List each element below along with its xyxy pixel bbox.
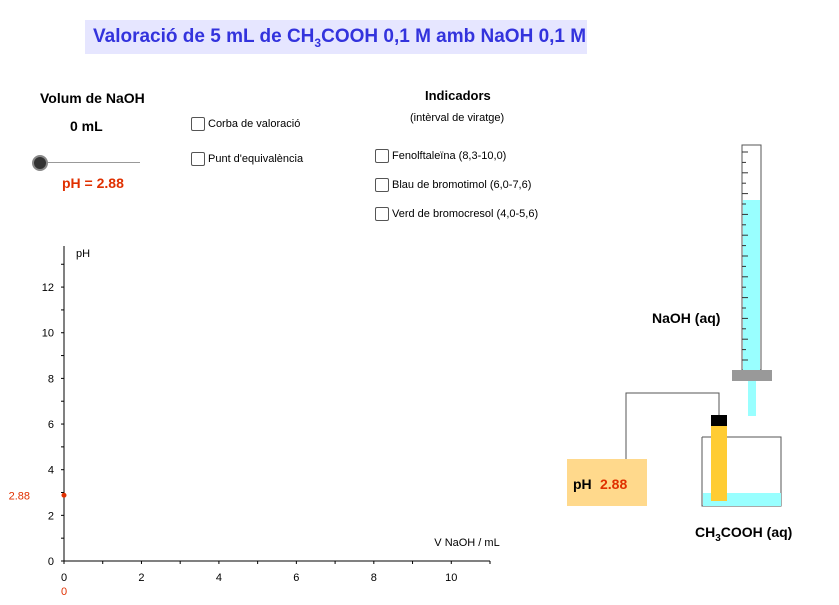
ph-probe-wire — [625, 392, 720, 460]
ph-meter-value: 2.88 — [600, 476, 628, 492]
checkbox-box[interactable] — [375, 149, 389, 163]
y-axis-label: pH — [76, 248, 90, 260]
current-ph-marker: 2.88 — [9, 490, 30, 502]
indicator-bromocresol-green[interactable]: Verd de bromocresol (4,0-5,6) — [375, 207, 538, 221]
volume-slider-handle[interactable] — [32, 155, 48, 171]
checkbox-box[interactable] — [375, 178, 389, 192]
volume-label: Volum de NaOH — [40, 90, 145, 106]
indicator-phenolphthalein[interactable]: Fenolftaleïna (8,3-10,0) — [375, 149, 506, 163]
page-title: Valoració de 5 mL de CH3COOH 0,1 M amb N… — [93, 26, 587, 50]
indicator-bromothymol-blue[interactable]: Blau de bromotimol (6,0-7,6) — [375, 178, 531, 192]
titration-apparatus — [625, 144, 782, 507]
curve-checkbox-label: Corba de valoració — [208, 118, 301, 130]
curve-checkbox[interactable]: Corba de valoració — [191, 117, 300, 131]
y-tick-label: 8 — [48, 373, 54, 385]
y-tick-label: 4 — [48, 465, 54, 477]
ph-meter-label: pH — [573, 476, 592, 492]
indicator-label: Blau de bromotimol (6,0-7,6) — [392, 179, 532, 191]
volume-value: 0 mL — [70, 118, 103, 134]
checkbox-box[interactable] — [191, 117, 205, 131]
burette — [732, 144, 772, 416]
titration-chart: 0 2 4 6 8 10 0 2 4 6 8 10 12 pH V NaOH / mL 2.88 0 — [9, 246, 500, 598]
burette-label: NaOH (aq) — [652, 310, 721, 326]
x-tick-label: 10 — [445, 572, 457, 584]
checkbox-box[interactable] — [375, 207, 389, 221]
x-tick-label: 4 — [216, 572, 222, 584]
y-tick-label: 10 — [42, 328, 54, 340]
x-tick-label: 0 — [61, 572, 67, 584]
ph-probe — [711, 415, 727, 501]
ph-readout: pH = 2.88 — [62, 175, 124, 191]
x-tick-label: 2 — [138, 572, 144, 584]
indicators-title: Indicadors — [425, 88, 491, 103]
x-axis-label: V NaOH / mL — [434, 537, 499, 549]
y-tick-label: 2 — [48, 510, 54, 522]
indicator-label: Verd de bromocresol (4,0-5,6) — [392, 208, 539, 220]
indicators-subtitle: (intèrval de viratge) — [410, 112, 505, 124]
title-background — [85, 20, 587, 54]
indicator-label: Fenolftaleïna (8,3-10,0) — [392, 150, 507, 162]
beaker-label: CH3COOH (aq) — [695, 524, 793, 544]
data-point — [61, 492, 67, 498]
volume-slider-track[interactable] — [40, 162, 140, 163]
current-volume-marker: 0 — [61, 586, 67, 598]
y-tick-label: 0 — [48, 556, 54, 568]
y-tick-label: 12 — [42, 282, 54, 294]
checkbox-box[interactable] — [191, 152, 205, 166]
y-tick-label: 6 — [48, 419, 54, 431]
ph-meter — [567, 459, 647, 506]
x-tick-label: 8 — [371, 572, 377, 584]
x-tick-label: 6 — [293, 572, 299, 584]
equivalence-checkbox-label: Punt d'equivalència — [208, 153, 304, 165]
equivalence-checkbox[interactable]: Punt d'equivalència — [191, 152, 303, 166]
